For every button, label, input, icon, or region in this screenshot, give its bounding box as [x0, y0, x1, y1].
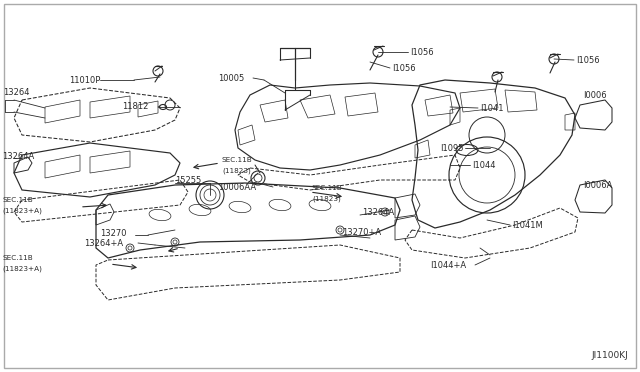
Text: I0006: I0006	[583, 90, 607, 99]
Text: 10005: 10005	[218, 74, 244, 83]
Text: 10006AA: 10006AA	[218, 183, 256, 192]
Text: SEC.11B: SEC.11B	[312, 185, 343, 191]
Text: (11823): (11823)	[222, 168, 251, 174]
Text: (11823+A): (11823+A)	[2, 266, 42, 272]
Text: JI1100KJ: JI1100KJ	[591, 351, 628, 360]
Text: I0006A: I0006A	[583, 180, 612, 189]
Text: 11010P: 11010P	[68, 76, 100, 84]
Text: 11812: 11812	[122, 102, 148, 110]
Text: 13264: 13264	[3, 87, 29, 96]
Text: 13270+A: 13270+A	[342, 228, 381, 237]
Text: I1041M: I1041M	[512, 221, 543, 230]
Text: (11823): (11823)	[312, 196, 340, 202]
Text: I1044: I1044	[472, 160, 495, 170]
Text: I1095: I1095	[440, 144, 463, 153]
Text: I1044+A: I1044+A	[430, 260, 466, 269]
Text: SEC.11B: SEC.11B	[2, 197, 33, 203]
Text: 15255: 15255	[175, 176, 201, 185]
Text: I1056: I1056	[410, 48, 434, 57]
Text: 13264A: 13264A	[362, 208, 394, 217]
Text: 13264+A: 13264+A	[84, 238, 123, 247]
Text: 13264A: 13264A	[2, 151, 35, 160]
Text: I1041: I1041	[480, 103, 504, 112]
Text: (11823+A): (11823+A)	[2, 208, 42, 214]
Text: I1056: I1056	[576, 55, 600, 64]
Text: I1056: I1056	[392, 64, 415, 73]
Text: SEC.11B: SEC.11B	[2, 255, 33, 261]
Text: SEC.11B: SEC.11B	[222, 157, 253, 163]
Text: 13270: 13270	[100, 228, 127, 237]
